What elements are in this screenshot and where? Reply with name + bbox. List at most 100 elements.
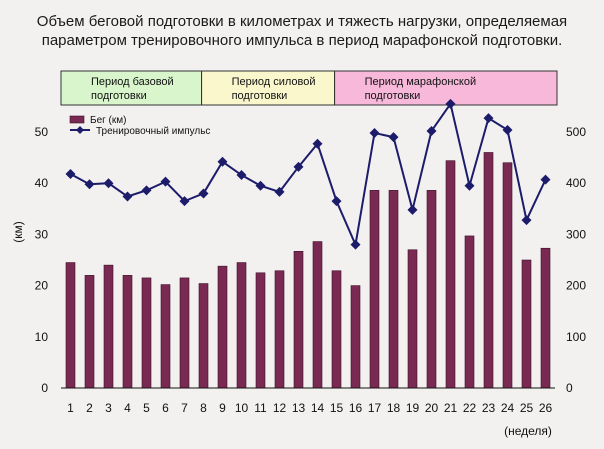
x-tick-label: 26	[539, 401, 553, 415]
bar	[122, 275, 133, 389]
impulse-marker	[198, 188, 209, 199]
impulse-marker	[483, 113, 494, 124]
impulse-marker	[293, 161, 304, 172]
y-tick-label: 40	[35, 176, 49, 190]
bar	[521, 259, 532, 389]
x-tick-label: 6	[162, 401, 169, 415]
bar	[502, 162, 513, 389]
impulse-marker	[312, 138, 323, 149]
chart-title: Объем беговой подготовки в километрах и …	[0, 12, 604, 50]
impulse-marker	[350, 239, 361, 250]
period-label: подготовки	[232, 90, 288, 102]
x-tick-label: 10	[235, 401, 249, 415]
y2-tick-label: 200	[566, 279, 586, 293]
impulse-marker	[274, 186, 285, 197]
impulse-marker	[331, 196, 342, 207]
x-tick-label: 8	[200, 401, 207, 415]
period-label: подготовки	[365, 90, 421, 102]
x-tick-label: 25	[520, 401, 534, 415]
impulse-marker	[502, 124, 513, 135]
period-label: Период силовой	[232, 76, 316, 88]
bar	[388, 190, 399, 389]
period-label: подготовки	[91, 90, 147, 102]
impulse-marker	[179, 196, 190, 207]
y-axis-label: (км)	[11, 221, 25, 243]
y2-tick-label: 0	[566, 381, 573, 395]
bar	[274, 270, 285, 389]
impulse-marker	[141, 185, 152, 196]
x-tick-label: 13	[292, 401, 306, 415]
bar	[293, 250, 304, 389]
bar	[65, 262, 76, 389]
legend-line-label: Тренировочный импульс	[96, 126, 210, 137]
bar	[369, 190, 380, 389]
impulse-marker	[521, 215, 532, 226]
y-tick-label: 30	[35, 227, 49, 241]
bar	[255, 272, 266, 389]
y2-tick-label: 500	[566, 125, 586, 139]
impulse-marker	[160, 176, 171, 187]
bar	[350, 285, 361, 389]
y-tick-label: 20	[35, 279, 49, 293]
bar-series	[65, 152, 551, 389]
bar	[331, 270, 342, 389]
legend-bar-label: Бег (км)	[90, 115, 126, 126]
line-series	[65, 98, 551, 250]
bar	[217, 265, 228, 389]
bar	[445, 160, 456, 389]
period-bands: Период базовой подготовки Период силовой по…	[60, 70, 558, 106]
x-tick-label: 18	[387, 401, 401, 415]
period-label: Период марафонской	[365, 76, 477, 88]
chart-title-line-1: Объем беговой подготовки в километрах и …	[36, 13, 568, 30]
y-tick-label: 0	[41, 381, 48, 395]
x-tick-label: 23	[482, 401, 496, 415]
impulse-marker	[236, 170, 247, 181]
impulse-marker	[255, 180, 266, 191]
impulse-marker	[407, 204, 418, 215]
period-label: Период базовой	[91, 76, 174, 88]
bar	[160, 284, 171, 389]
bar	[103, 264, 114, 389]
x-tick-label: 4	[124, 401, 131, 415]
impulse-line	[70, 101, 547, 249]
bar	[198, 283, 209, 389]
impulse-marker	[464, 180, 475, 191]
x-tick-label: 15	[330, 401, 344, 415]
x-tick-label: 3	[105, 401, 112, 415]
bar	[540, 247, 551, 389]
x-tick-label: 12	[273, 401, 287, 415]
period-band	[60, 70, 203, 106]
x-tick-label: 14	[311, 401, 325, 415]
impulse-marker	[369, 128, 380, 139]
x-tick-label: 17	[368, 401, 382, 415]
x-tick-label: 20	[425, 401, 439, 415]
impulse-marker	[540, 174, 551, 185]
legend-bar-swatch	[69, 115, 85, 124]
y-tick-label: 10	[35, 330, 49, 344]
x-tick-label: 22	[463, 401, 477, 415]
x-tick-label: 9	[219, 401, 226, 415]
impulse-marker	[388, 132, 399, 143]
x-tick-label: 11	[254, 401, 267, 415]
bar	[407, 249, 418, 389]
bar	[179, 277, 190, 389]
x-tick-label: 24	[501, 401, 515, 415]
bar	[426, 190, 437, 389]
impulse-marker	[445, 98, 456, 109]
impulse-marker	[84, 179, 95, 190]
impulse-marker	[65, 168, 76, 179]
y2-tick-label: 400	[566, 176, 586, 190]
x-tick-label: 7	[181, 401, 188, 415]
impulse-marker	[103, 178, 114, 189]
x-tick-label: 5	[143, 401, 150, 415]
y2-tick-label: 300	[566, 227, 586, 241]
bar	[464, 235, 475, 389]
y2-tick-label: 100	[566, 330, 586, 344]
legend-line-marker	[76, 126, 84, 134]
bar	[483, 152, 494, 389]
impulse-marker	[217, 156, 228, 167]
x-tick-label: 21	[444, 401, 458, 415]
legend: Бег (км)Тренировочный импульс	[69, 115, 210, 137]
